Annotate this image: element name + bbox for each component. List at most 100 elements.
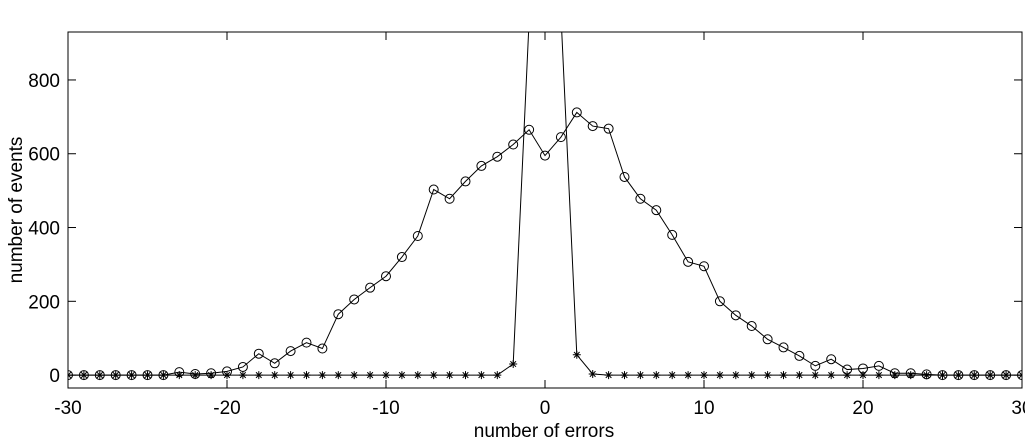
star-marker xyxy=(79,371,88,380)
star-marker xyxy=(906,371,915,380)
star-marker xyxy=(636,371,645,380)
star-marker xyxy=(382,371,390,380)
circle-marker xyxy=(460,176,471,187)
circle-marker xyxy=(269,358,280,369)
circle-marker xyxy=(826,354,837,365)
star-marker xyxy=(859,371,867,380)
circle-marker xyxy=(571,107,582,118)
star-marker xyxy=(111,371,120,380)
circle-marker xyxy=(253,348,264,359)
y-axis-label: number of events xyxy=(6,137,27,284)
star-marker xyxy=(445,371,454,380)
star-marker xyxy=(684,371,693,380)
star-marker xyxy=(874,371,883,380)
star-marker xyxy=(413,371,422,380)
circle-marker xyxy=(699,261,709,272)
circle-marker xyxy=(333,309,344,320)
circle-marker xyxy=(301,337,312,348)
star-marker xyxy=(302,371,311,380)
circle-marker xyxy=(524,124,535,135)
star-marker xyxy=(588,369,597,378)
star-marker xyxy=(922,371,931,380)
circle-marker xyxy=(778,342,789,353)
star-marker xyxy=(270,371,279,380)
star-marker xyxy=(795,371,804,380)
y-tick-label: 800 xyxy=(28,71,60,92)
star-marker xyxy=(207,371,216,380)
circle-marker xyxy=(730,310,741,321)
star-marker xyxy=(827,371,836,380)
circle-marker xyxy=(285,346,296,357)
circle-marker xyxy=(667,229,678,240)
star-marker xyxy=(350,371,359,380)
star-marker xyxy=(700,371,708,380)
circle-marker xyxy=(476,160,487,171)
circle-marker xyxy=(587,121,598,132)
star-marker xyxy=(986,371,995,380)
star-marker xyxy=(429,371,438,380)
circle-marker xyxy=(810,360,821,371)
star-marker xyxy=(668,371,677,380)
y-tick-label: 200 xyxy=(28,292,60,313)
circle-marker xyxy=(381,271,391,282)
y-tick-label: 0 xyxy=(49,366,60,387)
x-tick-label: 10 xyxy=(693,398,714,419)
circle-marker xyxy=(873,360,884,371)
star-marker xyxy=(604,371,613,380)
star-marker xyxy=(175,371,184,380)
x-tick-label: -30 xyxy=(54,398,81,419)
star-marker xyxy=(620,371,629,380)
star-marker xyxy=(970,371,979,380)
plot-area xyxy=(68,32,1022,381)
star-marker xyxy=(811,371,820,380)
star-marker xyxy=(334,371,343,380)
circle-marker xyxy=(317,343,328,354)
star-marker xyxy=(286,371,295,380)
circle-marker xyxy=(428,184,439,195)
circle-marker xyxy=(349,294,360,305)
y-tick-label: 600 xyxy=(28,145,60,166)
circle-marker xyxy=(540,150,550,161)
star-marker xyxy=(254,371,263,380)
star-marker xyxy=(159,371,168,380)
star-marker xyxy=(461,371,470,380)
x-tick-label: 30 xyxy=(1011,398,1025,419)
star-marker xyxy=(477,371,486,380)
star-marker xyxy=(318,371,327,380)
star-marker xyxy=(572,350,581,359)
star-marker xyxy=(95,371,104,380)
star-marker xyxy=(938,371,947,380)
star-marker xyxy=(238,371,247,380)
star-marker xyxy=(747,371,756,380)
star-marker xyxy=(223,371,231,380)
circle-marker xyxy=(619,171,630,182)
star-marker xyxy=(1002,371,1011,380)
circle-marker xyxy=(412,231,423,242)
circle-marker xyxy=(651,205,662,216)
star-marker xyxy=(493,371,502,380)
star-marker xyxy=(652,371,661,380)
star-marker xyxy=(366,371,375,380)
circle-marker xyxy=(603,123,614,134)
star-marker xyxy=(954,371,963,380)
x-tick-label: 20 xyxy=(852,398,873,419)
circle-marker xyxy=(365,282,376,293)
star-marker xyxy=(731,371,740,380)
star-marker xyxy=(127,371,136,380)
x-tick-label: 0 xyxy=(540,398,551,419)
x-tick-label: -10 xyxy=(372,398,399,419)
circle-marker xyxy=(683,256,694,267)
x-tick-label: -20 xyxy=(213,398,240,419)
y-tick-label: 400 xyxy=(28,219,60,240)
x-axis-label: number of errors xyxy=(474,421,614,442)
circle-marker xyxy=(794,350,805,361)
star-marker xyxy=(890,371,899,380)
circle-marker xyxy=(555,132,566,143)
circle-marker xyxy=(508,139,519,150)
star-marker xyxy=(763,371,772,380)
star-marker xyxy=(715,371,724,380)
circle-marker xyxy=(746,321,757,332)
circle-marker xyxy=(444,193,455,204)
